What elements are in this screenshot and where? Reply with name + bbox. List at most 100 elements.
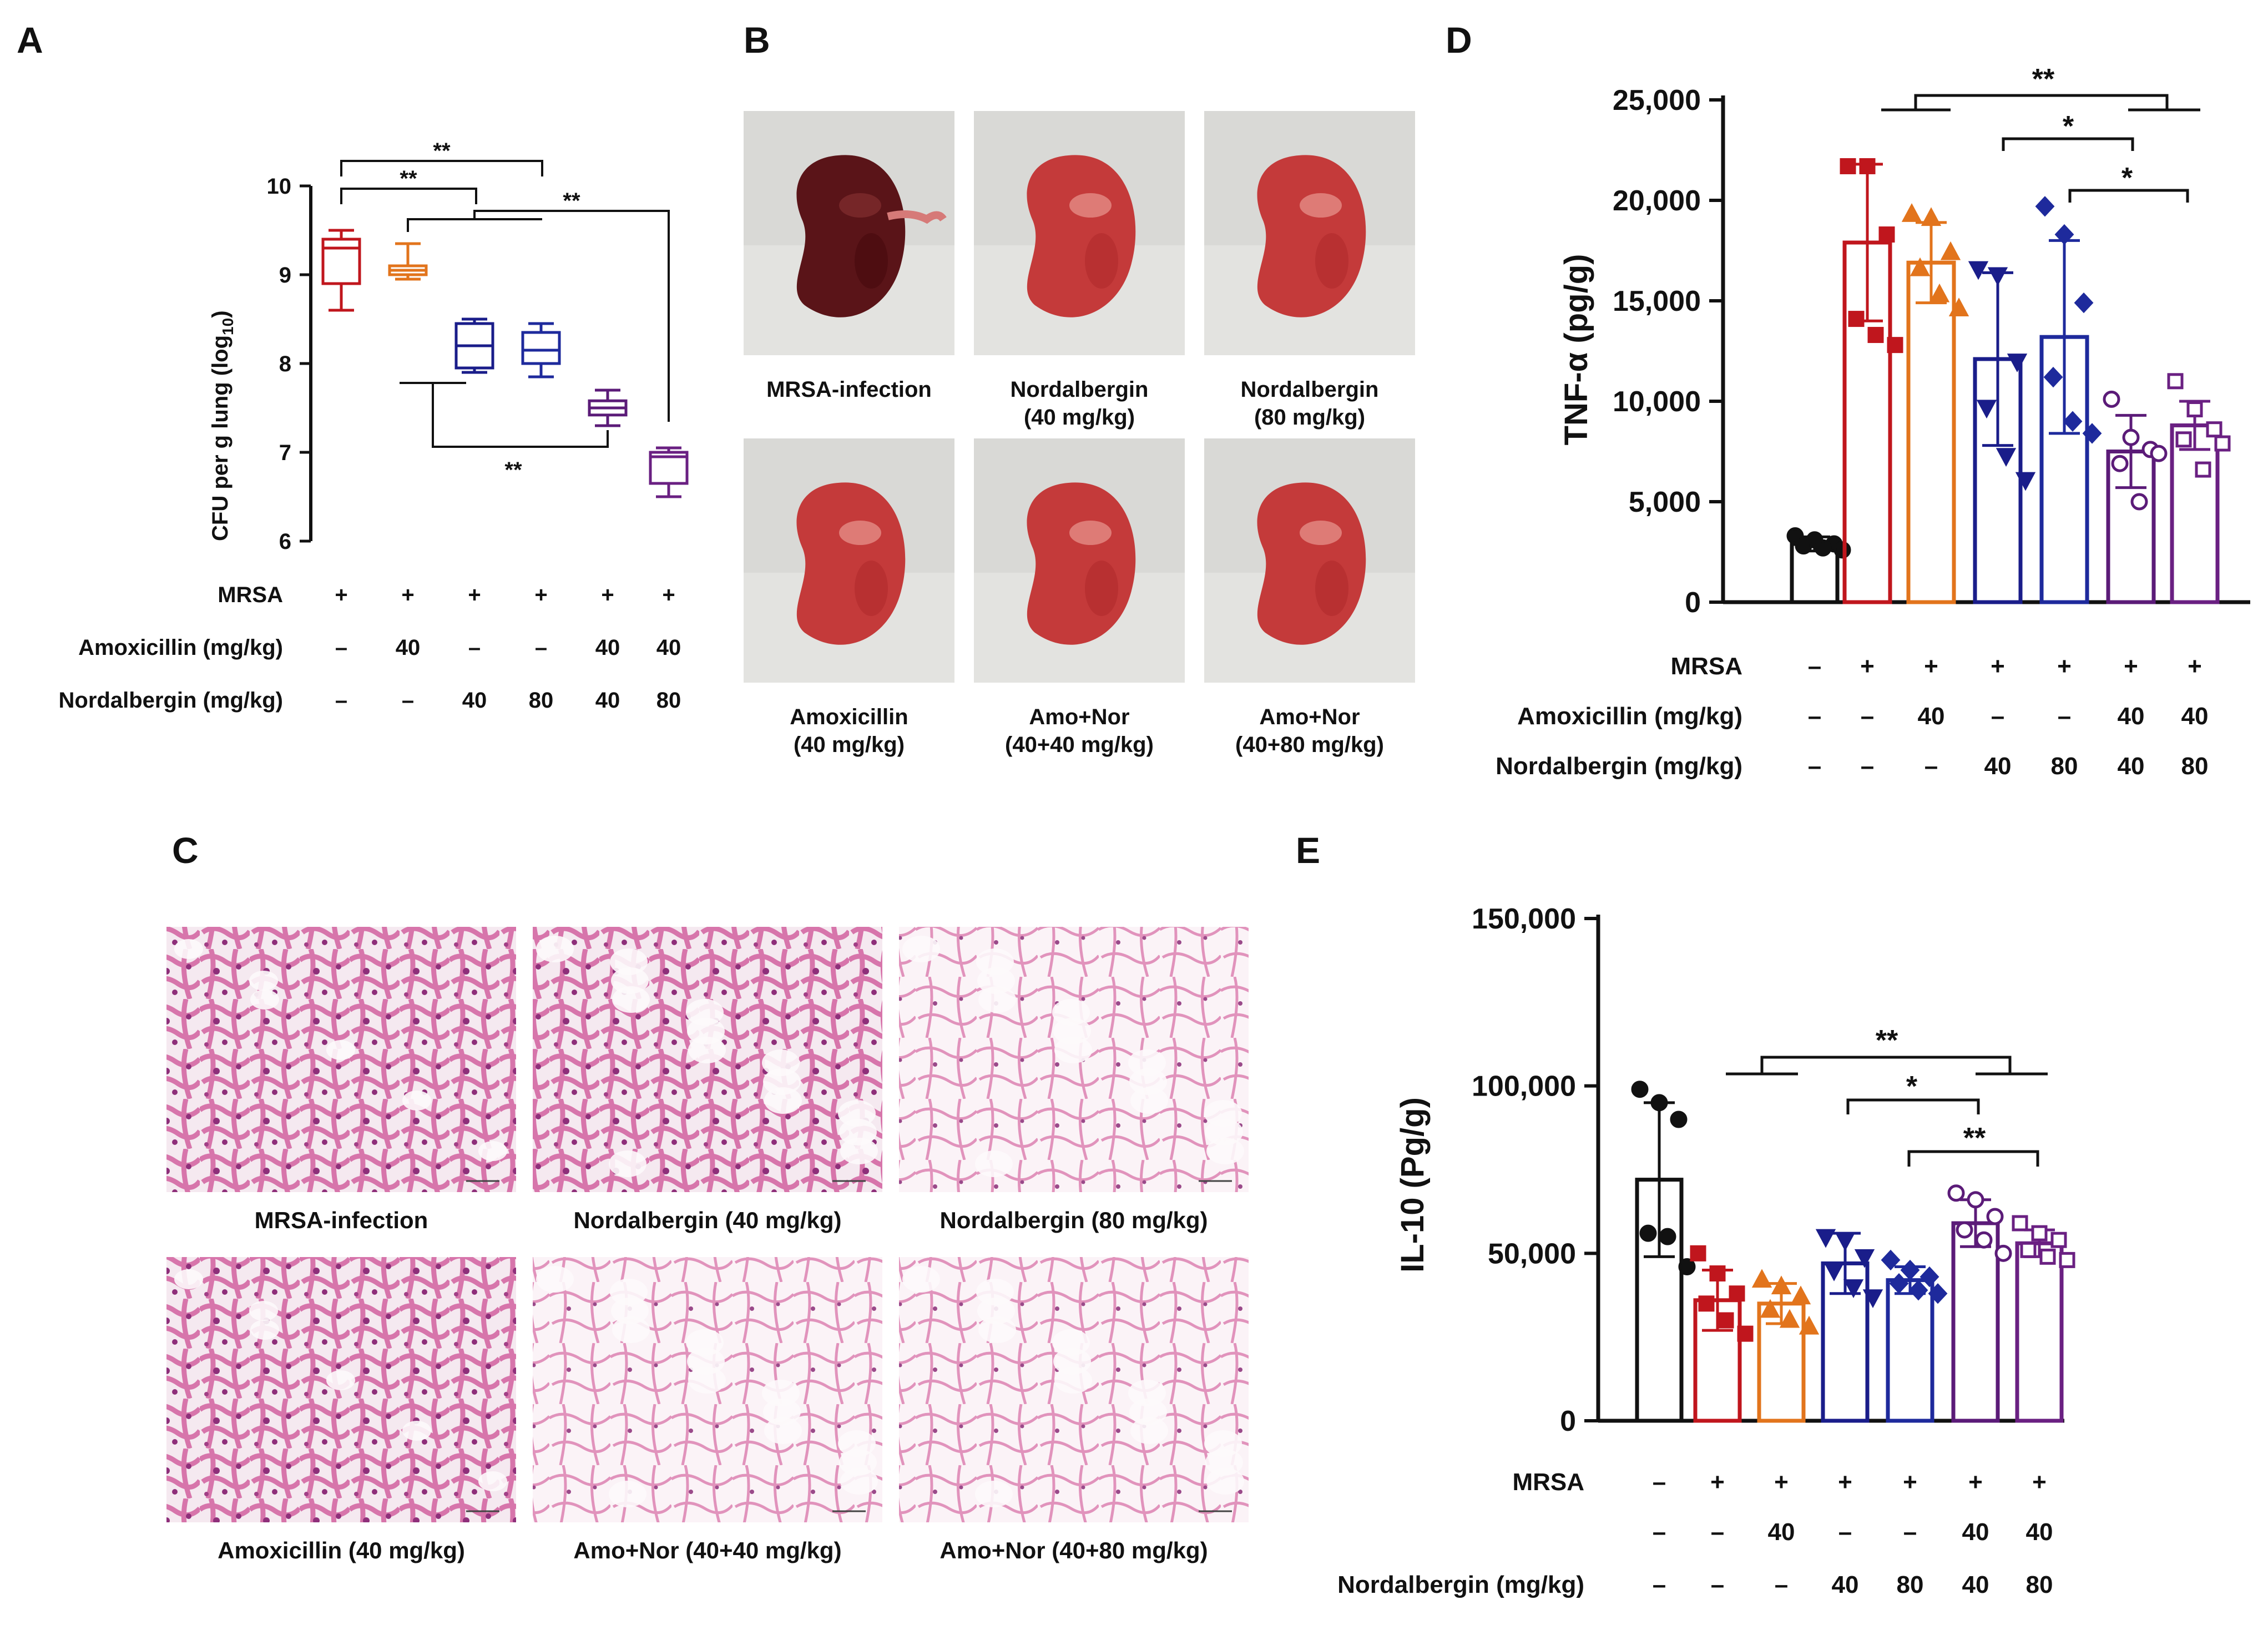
- row-value: –: [1653, 1518, 1666, 1546]
- data-point: [1737, 1325, 1754, 1342]
- y-tick-label: 50,000: [1488, 1238, 1576, 1270]
- data-point: [2195, 461, 2211, 478]
- row-value: +: [1838, 1468, 1852, 1496]
- bar-7: [2012, 1215, 2075, 1423]
- panel-c-histology-1: [166, 927, 516, 1192]
- data-point: [1968, 261, 1989, 280]
- panel-b-caption-line2: (40+40 mg/kg): [1005, 733, 1154, 757]
- bar-2: [1690, 1245, 1754, 1423]
- bar-4: [1815, 1229, 1883, 1423]
- panel-d-sig-1: **: [2032, 63, 2055, 95]
- panel-d-sig-3: *: [2121, 162, 2133, 194]
- panel-a-box-4: [521, 322, 561, 379]
- panel-c-caption: Amo+Nor (40+40 mg/kg): [573, 1537, 841, 1563]
- data-point: [1718, 1312, 1734, 1329]
- data-point: [2186, 401, 2203, 417]
- panel-a-row-value: +: [534, 583, 547, 607]
- data-point: [1814, 539, 1832, 557]
- row-value: –: [1808, 753, 1821, 780]
- panel-b-caption-line1: Amoxicillin: [790, 705, 908, 729]
- row-value: +: [1710, 1468, 1725, 1496]
- panel-b-photo-1: [744, 111, 954, 355]
- panel-letter-b: B: [744, 19, 770, 60]
- row-value: –: [1991, 703, 2004, 730]
- panel-letter-c: C: [172, 830, 199, 871]
- panel-a-sig-3: **: [563, 189, 580, 213]
- data-point: [2150, 445, 2168, 462]
- data-point: [2175, 431, 2192, 448]
- data-point: [1639, 1224, 1657, 1242]
- panel-a-row-label: MRSA: [218, 583, 283, 607]
- data-point: [2167, 373, 2184, 390]
- panel-c-histology-2: [533, 927, 882, 1192]
- row-value: +: [2032, 1468, 2047, 1496]
- panel-e-sig-1: **: [1876, 1025, 1898, 1057]
- panel-a-row-value: +: [601, 583, 614, 607]
- panel-b-caption-line1: Amo+Nor: [1029, 705, 1129, 729]
- panel-a-row-value: –: [335, 688, 347, 713]
- row-value: –: [1838, 1518, 1852, 1546]
- panel-b-photo-4: [744, 438, 954, 683]
- panel-a-row-value: –: [535, 635, 547, 660]
- data-point: [1975, 1231, 1993, 1249]
- panel-a-row-value: 40: [462, 688, 487, 713]
- data-point: [1760, 1299, 1781, 1318]
- panel-a-row-value: 40: [656, 635, 681, 660]
- data-point: [1854, 1249, 1875, 1268]
- row-value: 80: [2051, 753, 2078, 780]
- data-point: [1956, 1221, 1973, 1239]
- data-point: [2050, 1232, 2067, 1248]
- row-value: –: [1711, 1518, 1724, 1546]
- bar-1: [1786, 527, 1851, 604]
- panel-b-kidney-photos: MRSA-infection Nordalbergin (40 mg/kg) Nord…: [744, 111, 1415, 757]
- data-point: [1910, 257, 1931, 276]
- data-point: [1795, 537, 1812, 555]
- row-value: –: [1808, 653, 1821, 680]
- panel-d-sig-2: *: [2063, 110, 2074, 143]
- row-value: 40: [1918, 703, 1945, 730]
- panel-c-caption: Nordalbergin (40 mg/kg): [573, 1207, 841, 1233]
- row-value: +: [1860, 653, 1875, 680]
- data-point: [1867, 327, 1884, 344]
- data-point: [1835, 1232, 1856, 1251]
- bar-5: [1881, 1249, 1948, 1423]
- panel-d-y-label: TNF-α (pg/g): [1558, 254, 1594, 446]
- panel-a-row-value: –: [468, 635, 481, 660]
- row-value: +: [2188, 653, 2202, 680]
- y-tick-label: 25,000: [1613, 84, 1701, 117]
- data-point: [2007, 354, 2028, 372]
- data-point: [1631, 1081, 1649, 1098]
- panel-b-photo-2: [974, 111, 1185, 355]
- panel-a-box-1: [321, 229, 361, 312]
- data-point: [1900, 1259, 1920, 1281]
- data-point: [1887, 337, 1903, 354]
- panel-a-brackets: [340, 160, 670, 448]
- data-point: [1790, 1285, 1811, 1305]
- panel-a-y-tick-label: 6: [279, 529, 291, 554]
- panel-a-row-value: +: [662, 583, 675, 607]
- data-point: [1967, 1191, 1984, 1209]
- row-value: 40: [2118, 703, 2145, 730]
- panel-d-tnf-chart: TNF-α (pg/g) 0 5,000 10,000 15,000 20,000 25,…: [1496, 63, 2250, 780]
- panel-a-y-tick-label: 8: [279, 352, 291, 376]
- row-label: MRSA: [1512, 1468, 1584, 1496]
- panel-a-box-2: [388, 242, 428, 281]
- row-value: +: [1924, 653, 1938, 680]
- panel-a-row-value: 40: [595, 635, 620, 660]
- row-value: 40: [2181, 703, 2209, 730]
- panel-c-caption: Amo+Nor (40+80 mg/kg): [939, 1537, 1208, 1563]
- panel-a-row-label: Nordalbergin (mg/kg): [59, 688, 283, 713]
- data-point: [1994, 1244, 2012, 1262]
- data-point: [1901, 203, 1922, 222]
- data-point: [2043, 366, 2063, 388]
- data-point: [1996, 448, 2017, 467]
- panel-b-caption-line2: (40+80 mg/kg): [1235, 733, 1384, 757]
- y-tick-label: 150,000: [1472, 903, 1576, 935]
- data-point: [1824, 1263, 1845, 1281]
- y-tick-label: 5,000: [1629, 486, 1701, 518]
- y-tick-label: 20,000: [1613, 185, 1701, 217]
- panel-e-y-label: IL-10 (Pg/g): [1395, 1097, 1431, 1273]
- y-tick-label: 0: [1685, 587, 1701, 619]
- panel-a-row-value: 40: [396, 635, 421, 660]
- data-point: [1670, 1111, 1688, 1128]
